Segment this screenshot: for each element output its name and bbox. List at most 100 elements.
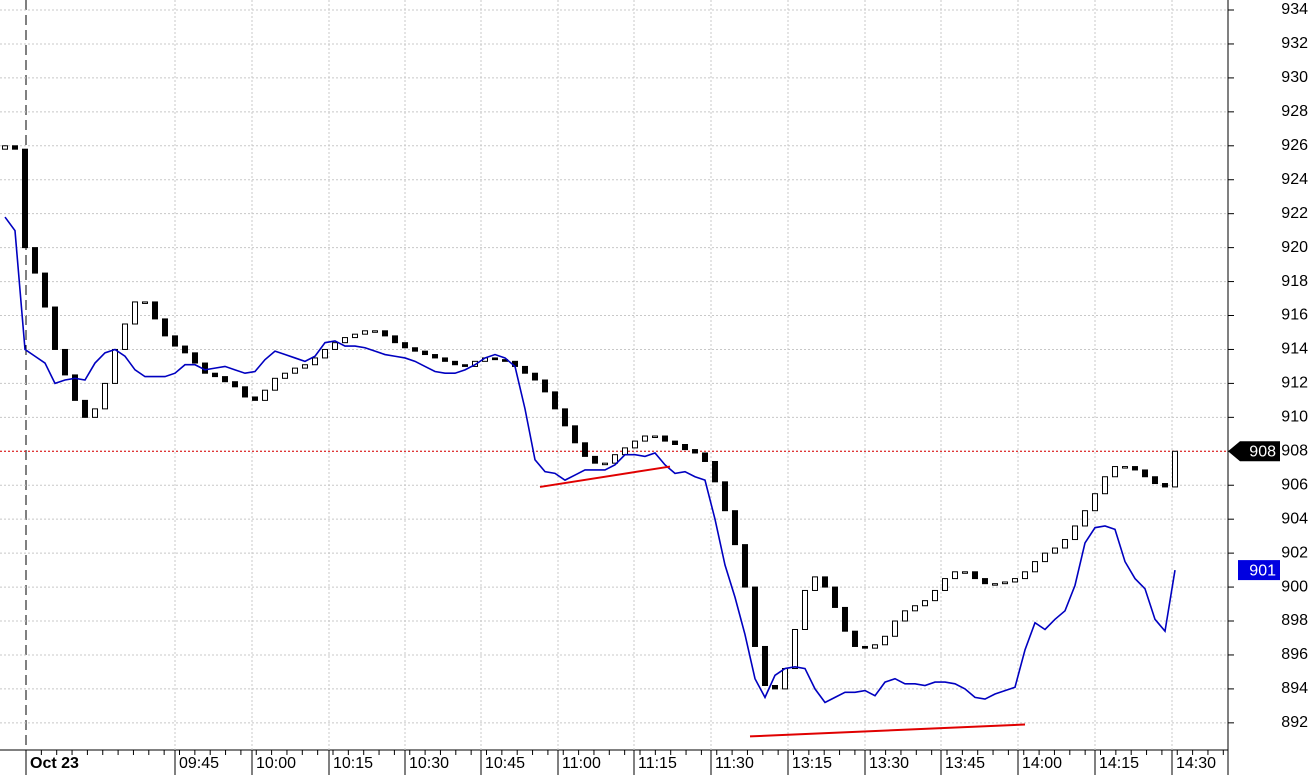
candle-body bbox=[1102, 476, 1108, 495]
candle-body bbox=[592, 455, 598, 464]
x-tick-label: 14:30 bbox=[1176, 755, 1216, 772]
candle-body bbox=[792, 628, 798, 670]
candle-body bbox=[12, 145, 18, 150]
candle-body bbox=[142, 301, 148, 304]
candle-body bbox=[872, 644, 878, 649]
y-tick-label: 930 bbox=[1281, 69, 1308, 86]
candle-body bbox=[992, 583, 998, 586]
y-tick-label: 916 bbox=[1281, 307, 1308, 324]
candle-body bbox=[362, 330, 368, 335]
y-tick-label: 932 bbox=[1281, 35, 1308, 52]
candle-body bbox=[582, 442, 588, 457]
candle-body bbox=[1052, 547, 1058, 554]
y-tick-label: 894 bbox=[1281, 680, 1308, 697]
candle-body bbox=[342, 337, 348, 344]
x-tick-label: 10:30 bbox=[409, 755, 449, 772]
candle-body bbox=[162, 318, 168, 337]
candle-body bbox=[352, 333, 358, 339]
candle-body bbox=[422, 350, 428, 356]
candle-body bbox=[1132, 466, 1138, 471]
candle-body bbox=[782, 668, 788, 690]
candle-body bbox=[892, 620, 898, 637]
candle-body bbox=[812, 576, 818, 591]
candle-body bbox=[1142, 469, 1148, 478]
candle-body bbox=[802, 589, 808, 630]
candle-body bbox=[452, 360, 458, 366]
candle-body bbox=[372, 330, 378, 333]
candle-body bbox=[702, 452, 708, 462]
candle-body bbox=[612, 454, 618, 464]
candle-body bbox=[632, 440, 638, 449]
trendline bbox=[539, 465, 671, 488]
x-tick-label: 13:45 bbox=[945, 755, 985, 772]
badge-label: 901 bbox=[1249, 562, 1276, 579]
y-tick-label: 914 bbox=[1281, 341, 1308, 358]
candle-body bbox=[1022, 571, 1028, 580]
x-tick-label: 14:00 bbox=[1022, 755, 1062, 772]
candle-body bbox=[1152, 476, 1158, 485]
y-tick-label: 920 bbox=[1281, 239, 1308, 256]
candle-body bbox=[752, 586, 758, 647]
candle-body bbox=[1002, 581, 1008, 585]
candle-body bbox=[132, 301, 138, 325]
candle-body bbox=[402, 342, 408, 349]
candle-body bbox=[602, 462, 608, 466]
candle-body bbox=[842, 606, 848, 632]
y-tick-label: 906 bbox=[1281, 476, 1308, 493]
candle-body bbox=[282, 372, 288, 379]
y-tick-label: 898 bbox=[1281, 612, 1308, 629]
candle-body bbox=[1162, 483, 1168, 488]
candle-body bbox=[742, 544, 748, 588]
candle-body bbox=[652, 435, 658, 439]
candle-body bbox=[1122, 466, 1128, 469]
candle-body bbox=[52, 306, 58, 350]
x-tick-label: 10:15 bbox=[333, 755, 373, 772]
candle-body bbox=[262, 389, 268, 401]
candle-body bbox=[32, 247, 38, 274]
y-tick-label: 892 bbox=[1281, 714, 1308, 731]
candle-body bbox=[832, 586, 838, 608]
candle-body bbox=[642, 435, 648, 442]
candle-body bbox=[942, 578, 948, 591]
y-tick-label: 902 bbox=[1281, 544, 1308, 561]
candle-body bbox=[442, 357, 448, 362]
candle-body bbox=[682, 444, 688, 451]
candle-body bbox=[62, 348, 68, 376]
candle-body bbox=[542, 379, 548, 393]
x-tick-label: 13:15 bbox=[792, 755, 832, 772]
y-tick-label: 896 bbox=[1281, 646, 1308, 663]
candle-body bbox=[672, 440, 678, 446]
candle-body bbox=[272, 377, 278, 391]
candle-body bbox=[252, 396, 258, 401]
candle-body bbox=[952, 571, 958, 580]
candle-body bbox=[882, 635, 888, 646]
candle-body bbox=[322, 348, 328, 359]
x-tick-label: 14:15 bbox=[1099, 755, 1139, 772]
candle-body bbox=[562, 408, 568, 427]
y-tick-label: 912 bbox=[1281, 375, 1308, 392]
candle-body bbox=[522, 365, 528, 374]
y-tick-label: 926 bbox=[1281, 137, 1308, 154]
candle-body bbox=[302, 364, 308, 369]
y-tick-label: 908 bbox=[1281, 443, 1308, 460]
candle-body bbox=[2, 145, 8, 150]
candle-body bbox=[102, 382, 108, 410]
x-tick-label: 11:00 bbox=[562, 755, 601, 772]
candle-body bbox=[1032, 561, 1038, 573]
badge-label: 908 bbox=[1249, 444, 1276, 461]
y-tick-label: 922 bbox=[1281, 205, 1308, 222]
candle-body bbox=[432, 354, 438, 359]
candle-body bbox=[172, 335, 178, 347]
x-tick-label: 11:30 bbox=[715, 755, 754, 772]
candle-body bbox=[242, 386, 248, 398]
candle-body bbox=[622, 447, 628, 456]
candle-body bbox=[762, 645, 768, 687]
candle-body bbox=[822, 576, 828, 588]
candle-body bbox=[552, 391, 558, 410]
candle-body bbox=[692, 449, 698, 454]
candle-body bbox=[712, 460, 718, 483]
candle-body bbox=[962, 571, 968, 574]
candle-body bbox=[222, 376, 228, 383]
candle-body bbox=[412, 347, 418, 352]
x-tick-label: 13:30 bbox=[869, 755, 909, 772]
